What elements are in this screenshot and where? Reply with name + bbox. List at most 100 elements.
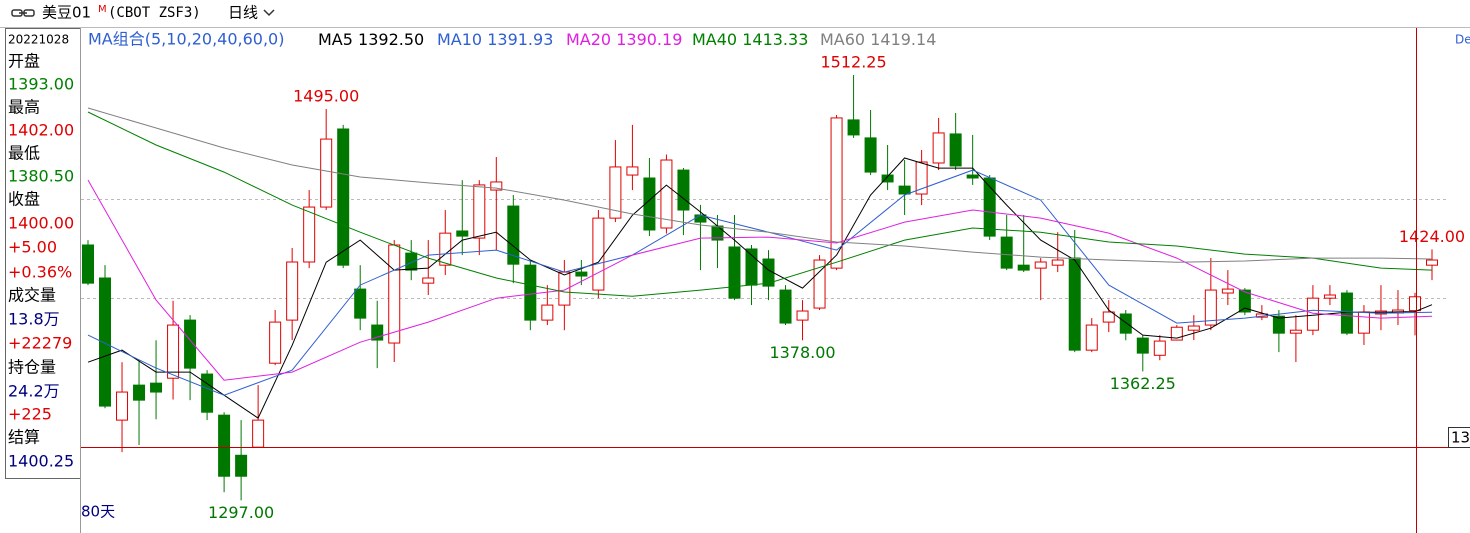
- candle-body: [626, 166, 639, 176]
- candle-body: [1408, 296, 1421, 312]
- candle-body: [728, 246, 741, 299]
- toolbar: [0, 0, 1470, 27]
- candle-body: [677, 169, 690, 211]
- extreme-label: 1378.00: [769, 343, 835, 362]
- candle-body: [320, 138, 333, 208]
- candle-body: [915, 161, 928, 195]
- extreme-label: 1362.25: [1110, 374, 1176, 393]
- candle-body: [1119, 313, 1132, 334]
- legend-entry: MA40 1413.33: [692, 30, 808, 49]
- candle-body: [779, 289, 792, 324]
- candle-body: [1357, 311, 1370, 334]
- symbol[interactable]: 美豆01: [42, 4, 91, 22]
- candle-body: [82, 244, 94, 284]
- candle-body: [592, 217, 605, 291]
- candle-body: [490, 181, 503, 191]
- candle-body: [1323, 294, 1336, 299]
- legend-value: 1392.50: [358, 30, 424, 49]
- candle-body: [1102, 311, 1115, 323]
- candle-body: [830, 117, 843, 269]
- candle-body: [1204, 289, 1217, 326]
- candle-body: [1426, 259, 1438, 266]
- info-text: 1393.00: [8, 75, 74, 94]
- ma-line: [87, 107, 1433, 263]
- period-chevron[interactable]: [263, 9, 275, 17]
- legend-value: 1391.93: [487, 30, 553, 49]
- candle-body: [1068, 257, 1081, 351]
- info-text: 收盘: [8, 190, 40, 209]
- legend-entry: MA60 1419.14: [820, 30, 936, 49]
- candle-body: [524, 264, 537, 321]
- legend-entry: MA10 1391.93: [437, 30, 553, 49]
- ma-line: [87, 157, 1433, 419]
- info-text: +5.00: [8, 238, 57, 257]
- candle-body: [286, 261, 299, 321]
- info-text: 持仓量: [8, 358, 56, 377]
- candle-body: [371, 324, 384, 341]
- candle-body: [609, 166, 622, 219]
- link-icon: [11, 9, 35, 17]
- info-text: 成交量: [8, 286, 56, 305]
- info-text: 1402.00: [8, 121, 74, 140]
- candle-body: [99, 277, 112, 407]
- candle-body: [966, 174, 979, 179]
- legend-value: 1413.33: [742, 30, 808, 49]
- info-text: 开盘: [8, 52, 40, 71]
- candle-body: [252, 419, 265, 448]
- candle-body: [184, 319, 197, 369]
- candle-body: [1153, 340, 1166, 356]
- ma-line: [87, 111, 1433, 297]
- candle-body: [1306, 297, 1319, 331]
- symbol-flag: M: [98, 4, 107, 15]
- candle-body: [847, 119, 860, 136]
- candle-body: [1187, 325, 1200, 331]
- info-text: 1380.50: [8, 167, 74, 186]
- ma-line: [87, 179, 1433, 381]
- ma-title: MA组合(5,10,20,40,60,0): [88, 30, 284, 49]
- legend-value: 1419.14: [870, 30, 936, 49]
- candle-body: [337, 128, 350, 266]
- candle-body: [813, 259, 826, 309]
- candle-body: [473, 184, 486, 239]
- extreme-label: 1512.25: [820, 52, 886, 71]
- candle-body: [745, 248, 758, 286]
- candle-body: [1017, 264, 1030, 271]
- legend-name: MA10: [437, 30, 482, 49]
- candle-body: [1170, 326, 1183, 341]
- period[interactable]: 日线: [228, 4, 258, 22]
- candle-body: [1085, 324, 1098, 351]
- info-text: 13.8万: [8, 310, 60, 329]
- candle-body: [116, 391, 129, 421]
- candle-body: [133, 384, 146, 401]
- candle-body: [439, 232, 452, 266]
- candle-body: [660, 159, 673, 229]
- candle-body: [388, 244, 401, 344]
- candle-body: [1289, 329, 1302, 334]
- legend-entry: MA5 1392.50: [318, 30, 424, 49]
- candle-body: [218, 414, 231, 477]
- info-text: 1400.25: [8, 452, 74, 471]
- candle-body: [456, 230, 469, 237]
- candle-body: [1238, 289, 1251, 313]
- candle-body: [354, 288, 367, 319]
- legend-name: MA60: [820, 30, 865, 49]
- price-tag: [1448, 427, 1470, 448]
- candle-body: [643, 177, 656, 231]
- candle-body: [1136, 337, 1149, 354]
- candle-body: [1000, 236, 1013, 269]
- candle-body: [303, 206, 316, 263]
- candle-body: [405, 252, 418, 271]
- legend-name: MA40: [692, 30, 737, 49]
- price-tag-text: 13: [1451, 429, 1470, 447]
- info-text: +225: [8, 405, 52, 424]
- info-text: 结算: [8, 428, 40, 447]
- edge-label: De: [1455, 33, 1470, 47]
- info-text: 最低: [8, 144, 40, 163]
- extreme-label: 1424.00: [1399, 227, 1465, 246]
- candle-body: [1034, 261, 1047, 269]
- candle-body: [201, 373, 214, 413]
- extreme-label: 1495.00: [293, 87, 359, 106]
- candle-body: [235, 454, 248, 477]
- plot: 1495.00 1512.25 1424.00 1297.00 1378.00 1362.…: [82, 52, 1465, 522]
